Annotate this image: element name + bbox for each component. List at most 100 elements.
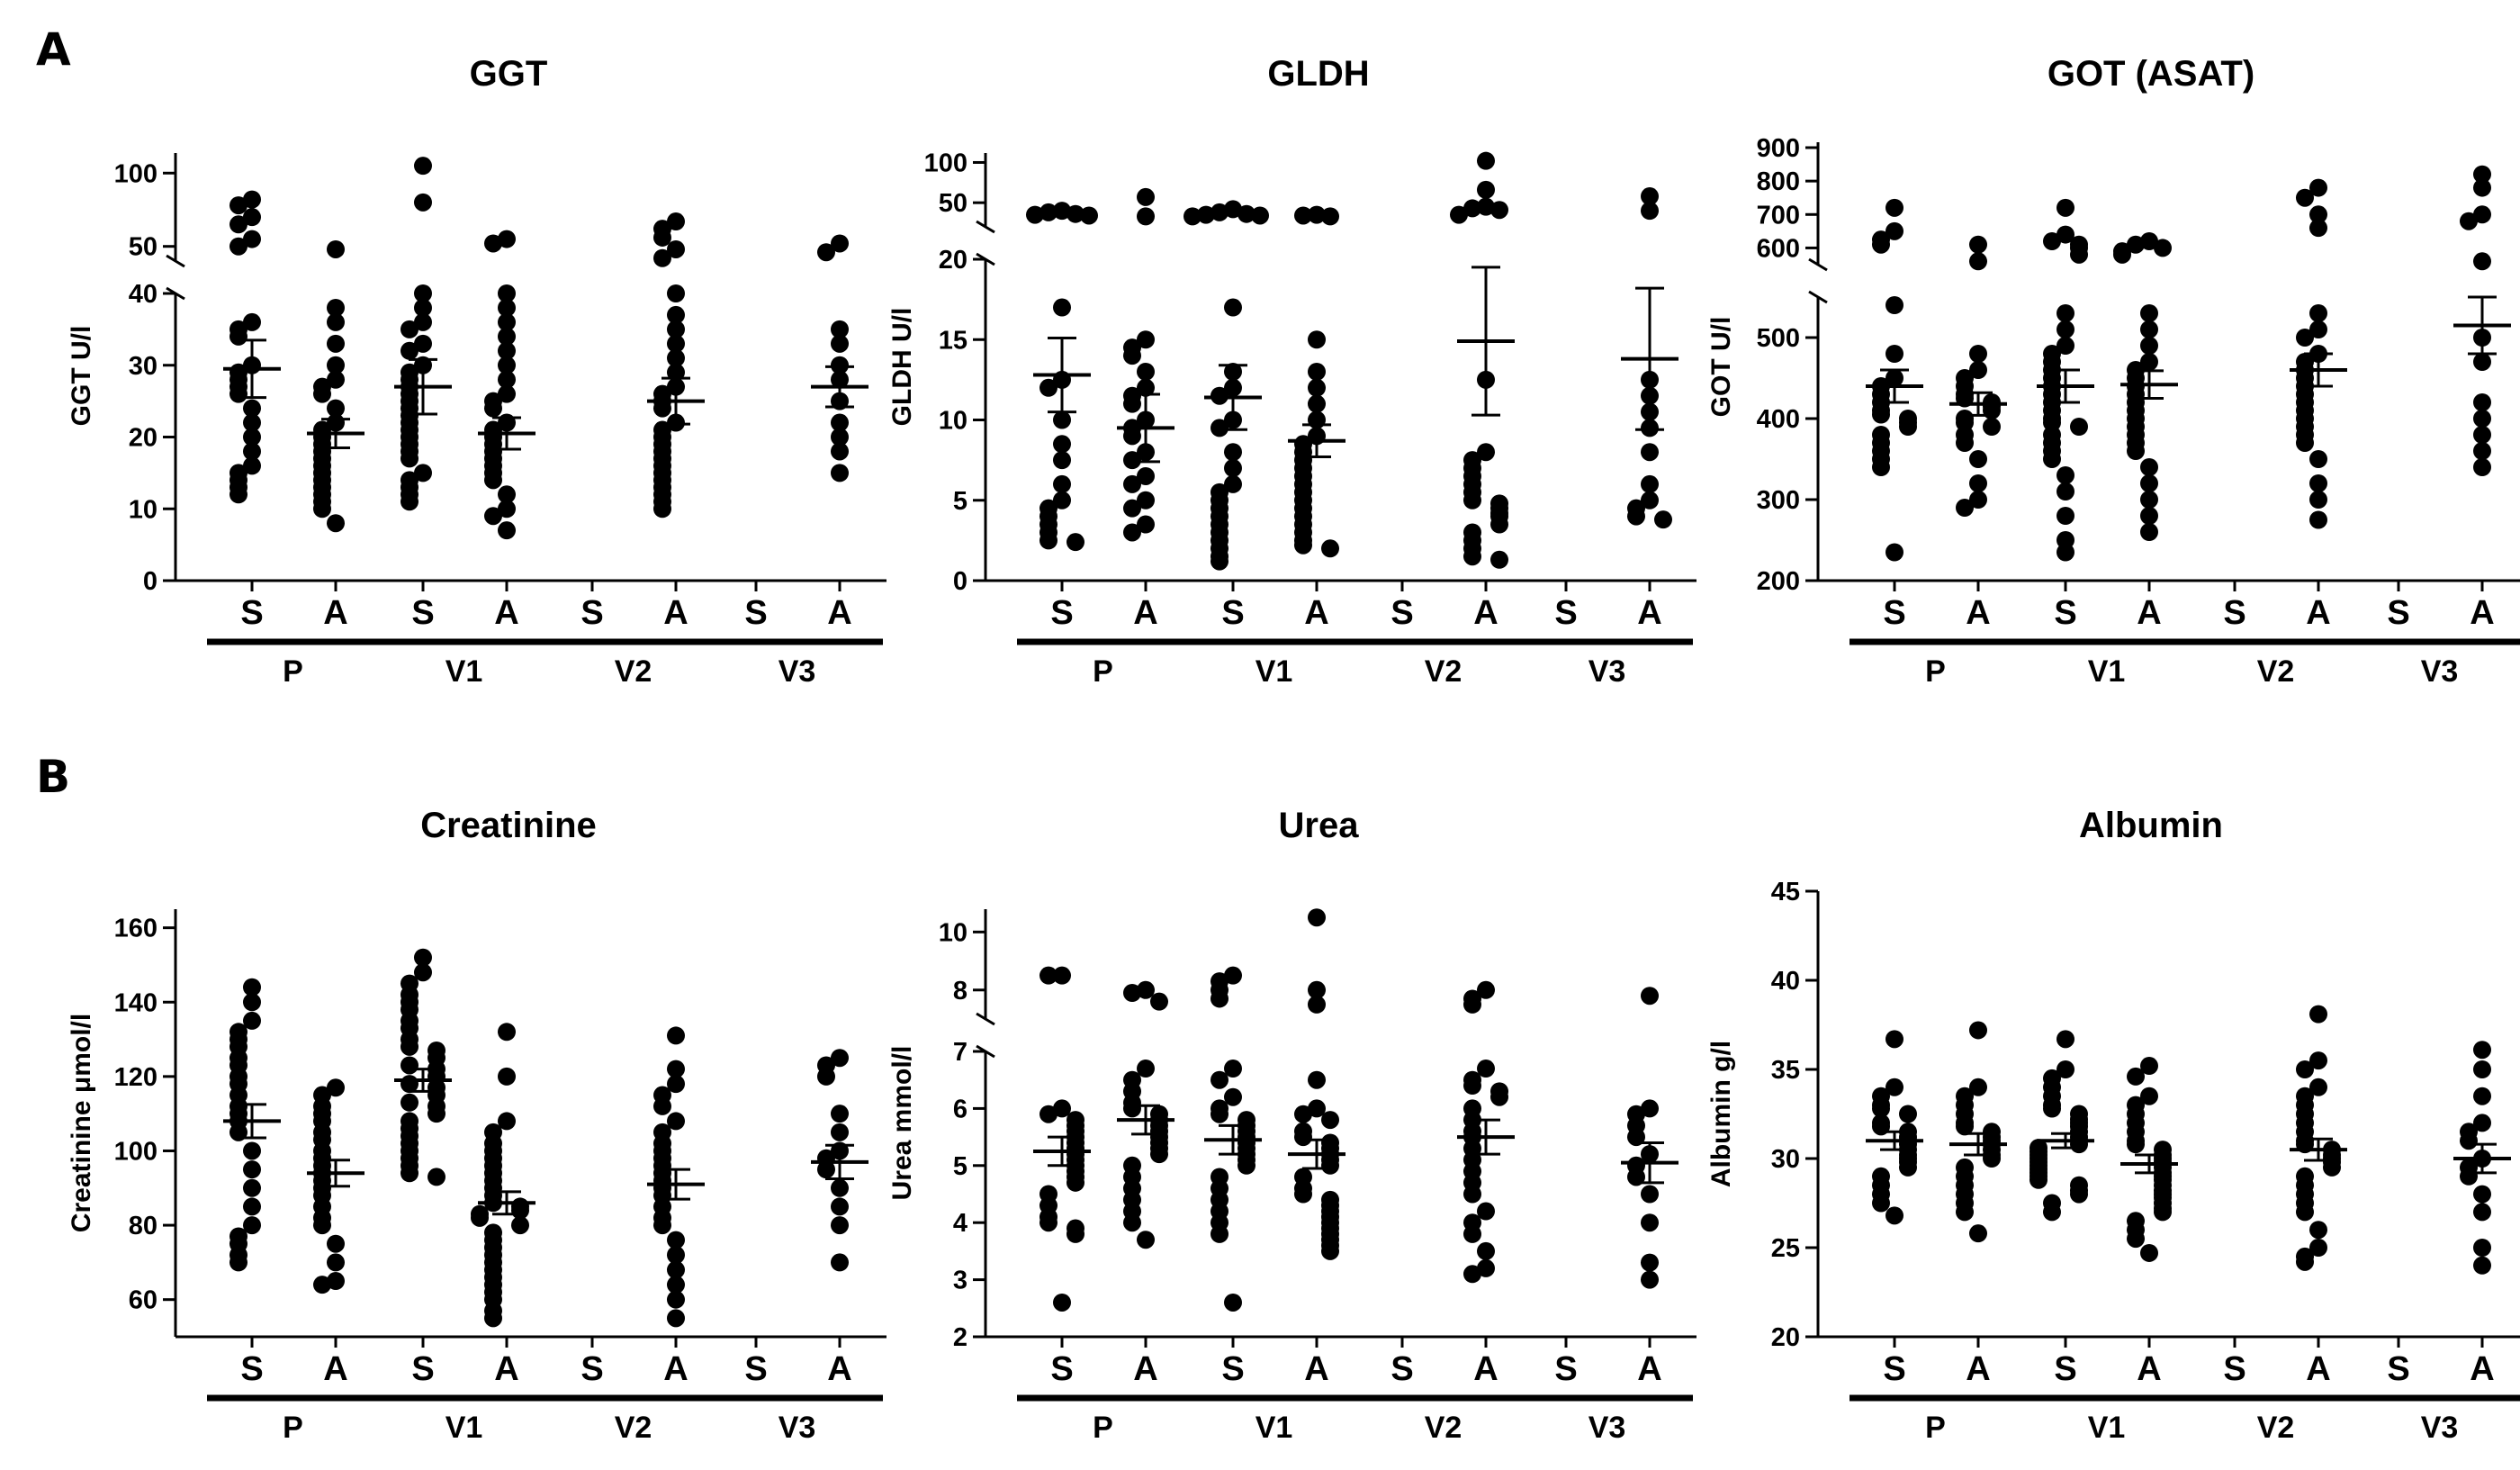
data-point (1123, 474, 1141, 493)
data-point (1886, 296, 1904, 314)
x-tick-label: A (1304, 594, 1328, 632)
data-point (2140, 458, 2158, 476)
data-point (667, 1309, 685, 1328)
data-point (1308, 362, 1326, 381)
chart-title: GGT (470, 54, 548, 94)
data-point (1872, 405, 1890, 424)
chart-title: GLDH (1267, 54, 1369, 94)
y-tick-label: 0 (953, 567, 968, 596)
x-tick-label: A (2470, 594, 2494, 632)
data-point (414, 963, 432, 982)
data-point (2140, 320, 2158, 338)
x-tick-label: S (240, 594, 263, 632)
y-tick-label: 20 (939, 246, 968, 275)
group-label: P (1925, 1411, 1946, 1445)
x-tick-label: A (1473, 594, 1498, 632)
data-point (428, 1168, 446, 1186)
data-point (2309, 1239, 2327, 1257)
data-point (1969, 345, 1987, 363)
data-point (1641, 491, 1659, 510)
data-point (2140, 1087, 2158, 1105)
y-tick-label: 400 (1757, 405, 1800, 434)
data-point (1224, 1293, 1242, 1312)
data-point (831, 464, 849, 482)
data-point (230, 237, 248, 256)
group-label: V3 (1588, 654, 1626, 689)
data-point (1872, 458, 1890, 476)
data-point (414, 334, 432, 353)
y-tick-label: 300 (1757, 486, 1800, 515)
x-tick-label: S (2387, 594, 2409, 632)
x-tick-label: S (2223, 1350, 2246, 1388)
data-point (1040, 1213, 1058, 1232)
data-point (1184, 207, 1202, 226)
data-point (400, 492, 418, 511)
data-point (1490, 1087, 1508, 1106)
data-point (1969, 1021, 1987, 1040)
data-point (653, 248, 671, 267)
data-point (1899, 1158, 1917, 1177)
data-point (2154, 239, 2172, 257)
y-tick-label: 160 (114, 915, 158, 943)
data-point (243, 1160, 261, 1179)
panel-label-a: A (36, 23, 71, 76)
chart-title: GOT (ASAT) (2048, 54, 2254, 94)
data-point (831, 234, 849, 253)
axis-break-mark (976, 220, 995, 234)
data-point (1123, 451, 1141, 470)
data-point (2056, 1060, 2074, 1078)
data-point (484, 1309, 502, 1328)
data-point (1463, 995, 1481, 1014)
data-point (327, 1078, 345, 1097)
y-tick-label: 10 (939, 407, 968, 436)
data-point (1251, 206, 1269, 225)
x-tick-label: A (1133, 594, 1157, 632)
axis-break-mark (976, 1012, 995, 1026)
data-point (2056, 198, 2074, 217)
data-point (230, 196, 248, 215)
data-point (1210, 989, 1228, 1008)
data-point (243, 312, 261, 331)
data-point (1886, 221, 1904, 240)
data-point (327, 312, 345, 331)
group-label: P (283, 654, 303, 689)
data-point (1294, 1105, 1312, 1123)
data-point (831, 413, 849, 432)
x-tick-label: A (1637, 594, 1661, 632)
data-point (1137, 330, 1155, 349)
y-tick-label: 20 (1771, 1323, 1800, 1352)
data-point (667, 320, 685, 338)
data-point (667, 1231, 685, 1249)
data-point (2140, 353, 2158, 371)
group-label: V3 (1588, 1411, 1626, 1445)
y-tick-label: 50 (129, 233, 158, 262)
y-tick-label: 2 (953, 1323, 968, 1352)
axis-break-mark (1808, 257, 1828, 272)
data-point (1123, 499, 1141, 518)
data-point (2309, 1051, 2327, 1070)
group-label: P (283, 1411, 303, 1445)
data-point (2056, 466, 2074, 484)
group-label: V3 (2421, 1411, 2459, 1445)
data-point (327, 356, 345, 374)
data-point (831, 442, 849, 461)
data-point (1463, 1224, 1481, 1243)
data-point (1053, 202, 1071, 221)
data-point (2460, 1132, 2478, 1150)
data-point (498, 384, 516, 403)
group-label: V3 (778, 654, 816, 689)
data-point (2473, 1185, 2491, 1204)
x-tick-label: S (2054, 1350, 2076, 1388)
data-point (1197, 205, 1215, 224)
data-point (428, 1105, 446, 1123)
group-label: V2 (1425, 654, 1462, 689)
data-point (1137, 362, 1155, 381)
data-point (471, 1208, 489, 1227)
x-tick-label: A (323, 1350, 347, 1388)
y-tick-label: 8 (953, 977, 968, 1006)
y-tick-label: 60 (129, 1286, 158, 1315)
y-axis-label: Urea mmol/l (887, 1046, 917, 1201)
data-point (2070, 245, 2088, 264)
data-point (2309, 474, 2327, 492)
data-point (2460, 1167, 2478, 1186)
